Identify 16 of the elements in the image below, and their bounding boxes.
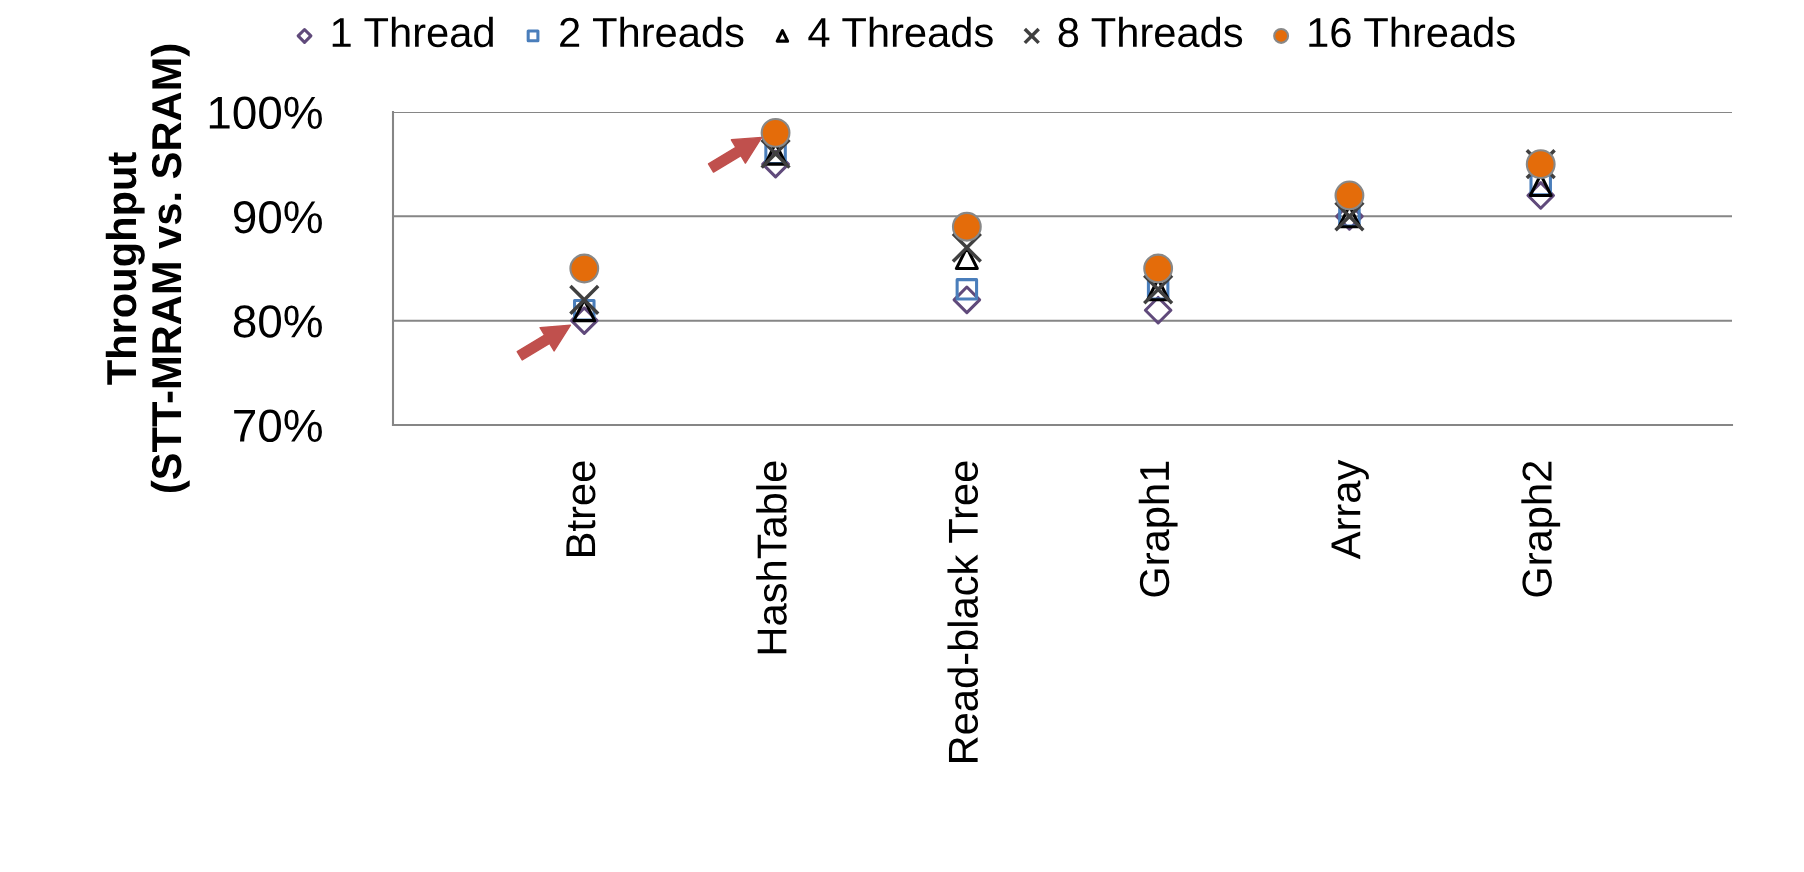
y-tick-label: 80% (233, 305, 322, 338)
legend-label: 16 Threads (1309, 16, 1515, 48)
y-tick-label: 100% (209, 96, 322, 130)
x-tick-label: Graph1 (1138, 461, 1178, 597)
y-axis-title: Throughput (STT-MRAM vs. SRAM) (105, 44, 190, 493)
y-tick-label: 70% (234, 409, 322, 443)
x-tick-label: HashTable (756, 461, 787, 654)
x-tick-label: Graph2 (1521, 461, 1561, 597)
x-tick-label: Array (1331, 459, 1369, 560)
legend-label: 2 Threads (560, 16, 744, 48)
legend-label: 4 Threads (808, 16, 993, 48)
legend-label: 8 Threads (1058, 16, 1243, 48)
x-tick-label: Btree (566, 461, 596, 556)
legend-label: 1 Thread (332, 16, 493, 48)
x-tick-label: Read-black Tree (947, 461, 979, 762)
y-tick-label: 90% (233, 200, 322, 234)
